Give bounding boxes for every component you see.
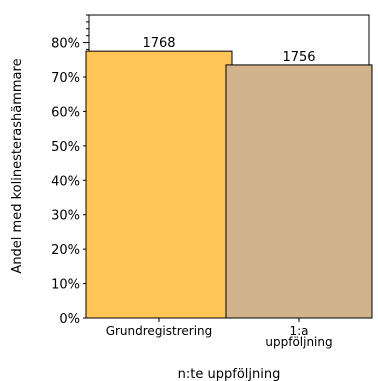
y-axis-ticks: 0% 10% 20% 30% 40% 50% 60% 70% 80% [51, 14, 89, 327]
bar [85, 50, 233, 319]
x-axis-label: n:te uppföljning [178, 367, 281, 381]
data-labels: 1768 1756 [142, 36, 315, 65]
y-tick-label: 30% [51, 209, 80, 224]
x-tick-label: Grundregistrering [106, 324, 213, 338]
y-tick-label: 80% [51, 37, 80, 52]
bar-data-label: 1756 [282, 50, 315, 65]
y-tick-label: 10% [51, 278, 80, 293]
x-tick-label: uppföljning [265, 335, 332, 349]
y-tick-label: 0% [59, 312, 80, 327]
bars [85, 50, 373, 319]
bar [225, 64, 373, 319]
x-tick-label: 1:a [289, 324, 308, 338]
y-tick-label: 40% [51, 174, 80, 189]
y-axis-label: Andel med kolinesterashämmare [10, 58, 25, 273]
bar-data-label: 1768 [142, 36, 175, 51]
y-tick-label: 50% [51, 140, 80, 155]
y-tick-label: 60% [51, 105, 80, 120]
y-tick-label: 70% [51, 71, 80, 86]
y-tick-label: 20% [51, 243, 80, 258]
